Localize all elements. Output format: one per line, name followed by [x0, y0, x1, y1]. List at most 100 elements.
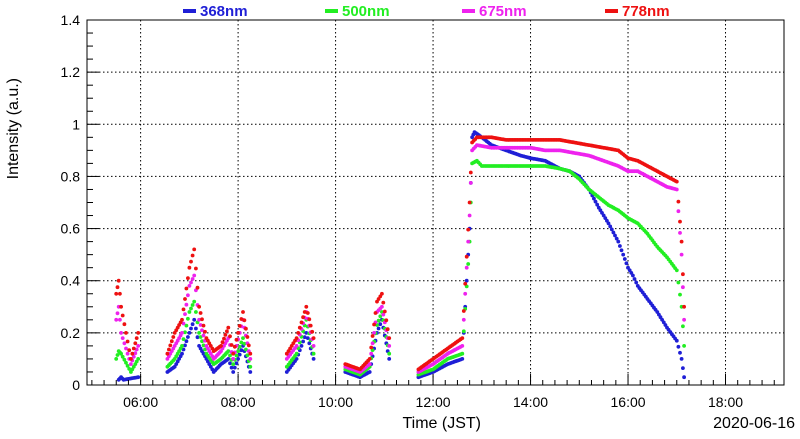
data-point [622, 257, 627, 261]
data-point [181, 307, 186, 312]
data-point [190, 277, 195, 281]
data-point [681, 324, 685, 329]
data-point [387, 336, 392, 340]
data-point [464, 254, 469, 259]
data-point [676, 280, 681, 285]
data-point [466, 239, 471, 244]
data-point [187, 284, 192, 288]
data-point [228, 353, 232, 358]
data-point [631, 273, 635, 278]
data-point [171, 335, 176, 339]
data-point [226, 357, 231, 361]
data-point [187, 310, 192, 314]
data-point [467, 200, 472, 205]
data-point [115, 353, 120, 357]
data-point [681, 285, 685, 290]
data-point [387, 351, 392, 356]
data-point [370, 341, 375, 346]
data-point [467, 213, 472, 218]
series-500nm [114, 158, 686, 377]
data-point [376, 318, 381, 323]
data-point [461, 329, 466, 334]
data-point [194, 326, 198, 331]
x-tick-label: 06:00 [123, 394, 158, 410]
data-point [201, 323, 206, 328]
data-point [310, 329, 315, 334]
data-point [120, 313, 125, 318]
data-point [679, 252, 684, 257]
data-point [231, 370, 236, 374]
data-point [181, 337, 186, 341]
data-point [611, 230, 616, 235]
data-point [190, 303, 195, 307]
data-point [464, 278, 469, 283]
data-point [242, 341, 247, 346]
data-point [616, 239, 621, 244]
series-778nm [114, 135, 686, 372]
data-point [228, 361, 232, 366]
data-point [223, 333, 228, 337]
data-point [369, 345, 374, 350]
data-point [194, 266, 198, 271]
data-point [198, 335, 203, 339]
data-point [120, 354, 125, 359]
data-point [237, 352, 242, 357]
data-point [294, 344, 299, 348]
data-point [241, 336, 245, 340]
data-point [114, 317, 119, 322]
series-368nm [116, 130, 686, 382]
data-point [130, 351, 135, 356]
data-point [184, 286, 189, 291]
data-point [180, 344, 184, 348]
data-point [311, 336, 316, 340]
y-axis-label: Intensity (a.u.) [5, 78, 22, 179]
data-point [203, 329, 207, 334]
data-point [678, 292, 682, 297]
x-tick-label: 14:00 [513, 394, 548, 410]
data-point [229, 343, 234, 347]
data-point [186, 276, 190, 280]
data-point [129, 357, 133, 361]
data-point [220, 340, 225, 345]
data-point [384, 318, 389, 323]
data-point [307, 317, 312, 322]
data-point [203, 347, 207, 352]
data-point [621, 252, 626, 257]
data-point [682, 317, 686, 322]
data-point [679, 239, 684, 244]
data-point [246, 343, 251, 348]
data-point [122, 322, 127, 327]
data-point [676, 199, 681, 204]
data-point [136, 331, 141, 335]
data-point [236, 357, 241, 361]
data-point [226, 349, 231, 353]
data-point [619, 248, 624, 253]
data-point [192, 317, 197, 322]
data-point [372, 322, 376, 327]
data-point [678, 231, 682, 235]
data-point [678, 219, 682, 224]
data-point [308, 323, 313, 328]
data-point [168, 343, 173, 348]
data-point [245, 353, 250, 358]
data-point [460, 336, 465, 340]
data-point [192, 299, 197, 304]
x-tick-label: 08:00 [221, 394, 256, 410]
legend-label: 778nm [622, 3, 670, 20]
data-point [463, 281, 468, 286]
data-point [124, 346, 128, 351]
data-point [127, 348, 132, 353]
data-point [232, 344, 237, 349]
data-point [468, 181, 473, 185]
data-point [183, 312, 187, 316]
x-tick-label: 18:00 [708, 394, 743, 410]
data-point [195, 335, 200, 340]
data-point [681, 366, 685, 370]
data-point [380, 291, 384, 296]
data-point [632, 277, 637, 281]
data-point [190, 322, 195, 327]
data-point [184, 339, 189, 344]
data-point [606, 221, 611, 226]
data-point [192, 247, 197, 252]
data-point [297, 325, 302, 330]
